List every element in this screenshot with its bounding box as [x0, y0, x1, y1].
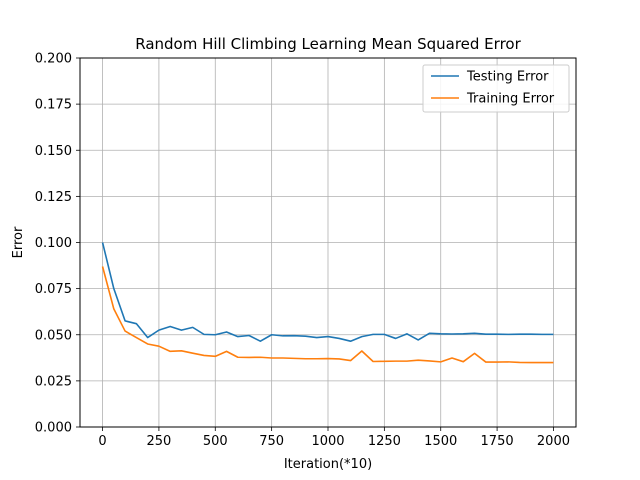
x-axis-label: Iteration(*10)	[284, 457, 372, 472]
series-group	[101, 242, 554, 364]
x-tick-label: 500	[203, 434, 228, 449]
series-line-testing-error	[101, 242, 554, 343]
legend-box	[422, 64, 570, 113]
series-line-training-error	[101, 266, 554, 364]
x-tick-label: 250	[146, 434, 171, 449]
chart-title: Random Hill Climbing Learning Mean Squar…	[135, 35, 521, 53]
y-tick-label: 0.025	[35, 374, 72, 389]
y-tick-label: 0.125	[35, 190, 72, 205]
y-tick-label: 0.175	[35, 98, 72, 113]
y-axis-label: Error	[11, 226, 26, 258]
legend-label: Testing Error	[466, 70, 549, 85]
x-tick-label: 2000	[537, 434, 570, 449]
x-axis: 0 250 500 750 1000 1250 1500 1750 2000	[98, 427, 570, 449]
y-tick-label: 0.050	[35, 328, 72, 343]
x-tick-label: 1500	[424, 434, 457, 449]
y-tick-label: 0.150	[35, 144, 72, 159]
y-tick-label: 0.200	[35, 52, 72, 67]
x-tick-label: 0	[98, 434, 106, 449]
y-tick-label: 0.075	[35, 282, 72, 297]
legend-label: Training Error	[466, 92, 555, 107]
x-tick-label: 1000	[311, 434, 344, 449]
x-tick-label: 750	[259, 434, 284, 449]
x-tick-label: 1750	[481, 434, 514, 449]
legend: Testing Error Training Error	[422, 64, 570, 113]
y-tick-label: 0.100	[35, 236, 72, 251]
x-tick-label: 1250	[368, 434, 401, 449]
y-tick-label: 0.000	[35, 421, 72, 436]
y-axis: 0.000 0.025 0.050 0.075 0.100 0.125 0.150 0.175…	[35, 52, 80, 436]
